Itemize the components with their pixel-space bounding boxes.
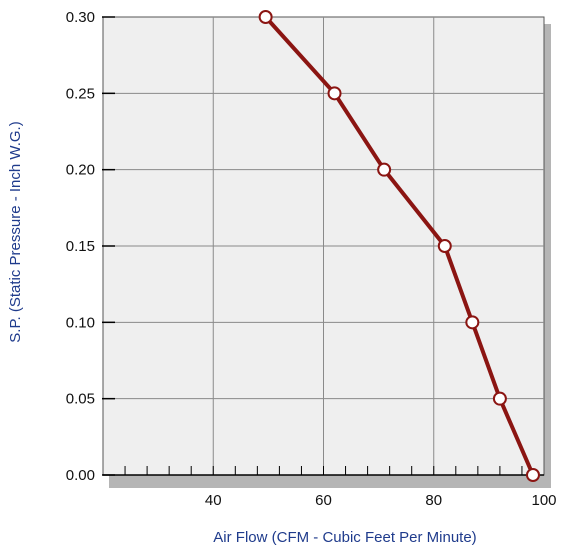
axes: 40 60 80 100 0.00 0.05 0.10 0.15 0.20 0.25 0.30 <box>66 9 557 509</box>
y-axis-title: S.P. (Static Pressure - Inch W.G.) <box>7 121 24 342</box>
y-tick-label: 0.25 <box>66 85 95 102</box>
y-tick-label: 0.00 <box>66 467 95 484</box>
y-tick-label: 0.15 <box>66 238 95 255</box>
data-point <box>327 86 342 101</box>
data-point <box>377 162 392 177</box>
y-tick-label: 0.05 <box>66 391 95 408</box>
x-tick-label: 40 <box>205 492 222 509</box>
x-tick-label: 80 <box>425 492 442 509</box>
x-axis-title: Air Flow (CFM - Cubic Feet Per Minute) <box>213 529 476 546</box>
x-tick-label: 60 <box>315 492 332 509</box>
data-point <box>437 239 452 253</box>
data-point <box>258 10 273 24</box>
y-tick-label: 0.10 <box>66 314 95 331</box>
grid <box>103 17 544 475</box>
y-tick-label: 0.20 <box>66 162 95 179</box>
data-point <box>465 315 480 330</box>
data-point <box>525 468 540 482</box>
x-tick-label: 100 <box>531 492 556 509</box>
data-point <box>492 391 507 406</box>
y-tick-label: 0.30 <box>66 9 95 26</box>
series <box>258 10 540 482</box>
